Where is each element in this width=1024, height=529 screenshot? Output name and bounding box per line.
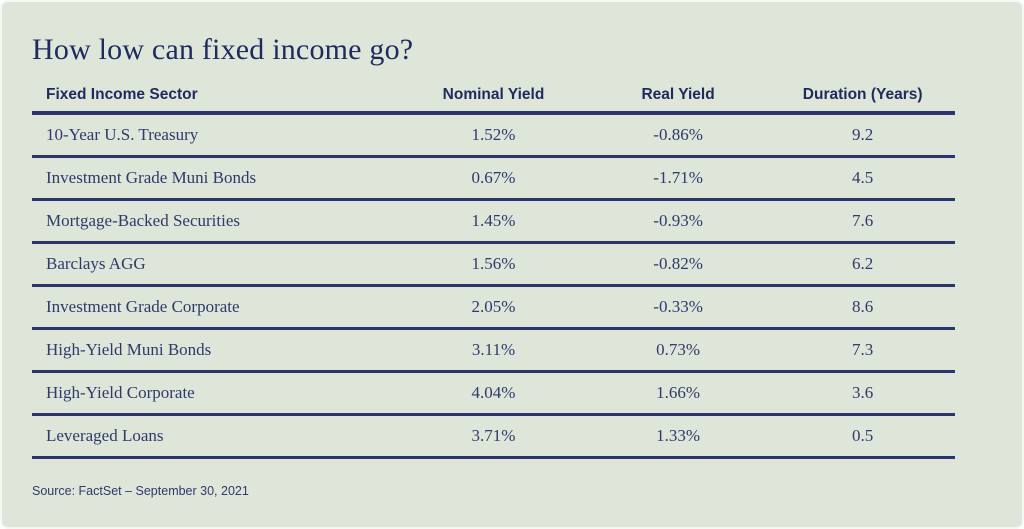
cell-real-yield: -0.33% bbox=[653, 297, 703, 316]
table-row: High-Yield Corporate 4.04% 1.66% 3.6 bbox=[32, 373, 955, 416]
cell-nominal-yield: 4.04% bbox=[471, 383, 516, 402]
cell-duration: 0.5 bbox=[852, 426, 874, 445]
cell-sector: Mortgage-Backed Securities bbox=[46, 211, 241, 230]
fixed-income-table: Fixed Income Sector Nominal Yield Real Y… bbox=[32, 86, 955, 459]
table-row: Barclays AGG 1.56% -0.82% 6.2 bbox=[32, 244, 955, 287]
column-header-real-yield: Real Yield bbox=[641, 86, 715, 103]
cell-nominal-yield: 0.67% bbox=[471, 168, 516, 187]
cell-duration: 9.2 bbox=[852, 125, 874, 144]
cell-sector: High-Yield Muni Bonds bbox=[46, 340, 212, 359]
cell-duration: 7.3 bbox=[852, 340, 874, 359]
column-header-duration: Duration (Years) bbox=[802, 86, 923, 103]
column-header-sector: Fixed Income Sector bbox=[46, 86, 198, 103]
table-row: Investment Grade Muni Bonds 0.67% -1.71%… bbox=[32, 158, 955, 201]
source-note: Source: FactSet – September 30, 2021 bbox=[32, 484, 249, 498]
cell-real-yield: -0.82% bbox=[653, 254, 703, 273]
cell-duration: 8.6 bbox=[852, 297, 874, 316]
cell-real-yield: 1.66% bbox=[656, 383, 701, 402]
cell-sector: Leveraged Loans bbox=[46, 426, 164, 445]
cell-real-yield: -0.86% bbox=[653, 125, 703, 144]
cell-nominal-yield: 3.71% bbox=[471, 426, 516, 445]
table-row: Investment Grade Corporate 2.05% -0.33% … bbox=[32, 287, 955, 330]
cell-real-yield: 1.33% bbox=[656, 426, 701, 445]
cell-sector: Investment Grade Muni Bonds bbox=[46, 168, 257, 187]
cell-sector: Investment Grade Corporate bbox=[46, 297, 240, 316]
cell-nominal-yield: 3.11% bbox=[471, 340, 516, 359]
table-row: Mortgage-Backed Securities 1.45% -0.93% … bbox=[32, 201, 955, 244]
cell-nominal-yield: 2.05% bbox=[471, 297, 516, 316]
cell-nominal-yield: 1.56% bbox=[471, 254, 516, 273]
cell-nominal-yield: 1.45% bbox=[471, 211, 516, 230]
cell-real-yield: 0.73% bbox=[656, 340, 701, 359]
cell-nominal-yield: 1.52% bbox=[471, 125, 516, 144]
cell-duration: 4.5 bbox=[852, 168, 874, 187]
cell-duration: 6.2 bbox=[852, 254, 874, 273]
table-header-row: Fixed Income Sector Nominal Yield Real Y… bbox=[32, 86, 955, 115]
page-title: How low can fixed income go? bbox=[32, 33, 414, 66]
column-header-nominal-yield: Nominal Yield bbox=[442, 86, 545, 103]
cell-duration: 7.6 bbox=[852, 211, 874, 230]
cell-real-yield: -1.71% bbox=[653, 168, 703, 187]
table-row: Leveraged Loans 3.71% 1.33% 0.5 bbox=[32, 416, 955, 459]
cell-duration: 3.6 bbox=[852, 383, 874, 402]
table-row: High-Yield Muni Bonds 3.11% 0.73% 7.3 bbox=[32, 330, 955, 373]
cell-real-yield: -0.93% bbox=[653, 211, 703, 230]
cell-sector: 10-Year U.S. Treasury bbox=[46, 125, 199, 144]
cell-sector: High-Yield Corporate bbox=[46, 383, 195, 402]
cell-sector: Barclays AGG bbox=[46, 254, 146, 273]
table-row: 10-Year U.S. Treasury 1.52% -0.86% 9.2 bbox=[32, 115, 955, 158]
